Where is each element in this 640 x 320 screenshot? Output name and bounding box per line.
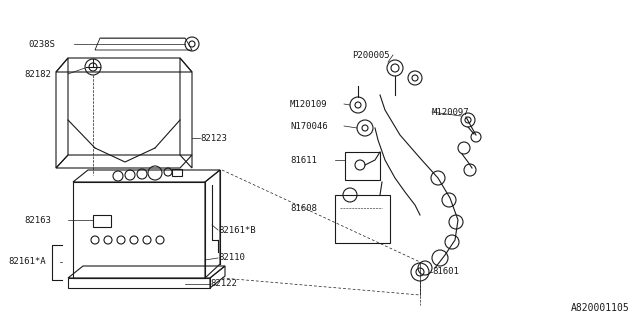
Text: M120109: M120109 xyxy=(290,100,328,108)
Text: 82163: 82163 xyxy=(24,215,51,225)
Text: M120097: M120097 xyxy=(432,108,470,116)
Text: 81601: 81601 xyxy=(432,268,459,276)
Text: P200005: P200005 xyxy=(352,51,390,60)
Bar xyxy=(335,195,390,243)
Text: 81608: 81608 xyxy=(290,204,317,212)
Text: 82122: 82122 xyxy=(210,279,237,289)
Text: A820001105: A820001105 xyxy=(572,303,630,313)
Text: 0238S: 0238S xyxy=(28,39,55,49)
Bar xyxy=(93,215,111,227)
Bar xyxy=(172,169,182,176)
Text: N170046: N170046 xyxy=(290,122,328,131)
Text: 82182: 82182 xyxy=(24,69,51,78)
Text: 82110: 82110 xyxy=(218,253,245,262)
Text: 81611: 81611 xyxy=(290,156,317,164)
Text: 82161*B: 82161*B xyxy=(218,226,255,235)
Text: 82161*A: 82161*A xyxy=(8,258,45,267)
Text: 82123: 82123 xyxy=(200,133,227,142)
Bar xyxy=(345,152,380,180)
